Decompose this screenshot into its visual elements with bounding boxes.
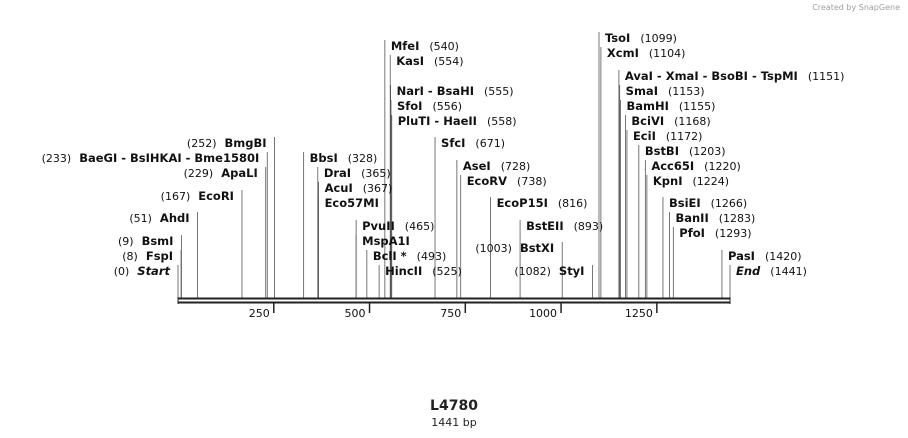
site-name[interactable]: BstBI — [645, 144, 679, 158]
site-name[interactable]: EcoRV — [467, 174, 507, 188]
site-position: (1151) — [808, 70, 845, 83]
site-name[interactable]: Start — [137, 264, 170, 278]
site-position: (1104) — [649, 47, 686, 60]
site-name[interactable]: BclI * — [373, 249, 407, 263]
site-position: (167) — [161, 190, 191, 203]
site-name[interactable]: MspA1I — [362, 234, 410, 248]
site-name[interactable]: SfcI — [441, 136, 465, 150]
site-position: (1420) — [765, 250, 802, 263]
site-position: (554) — [434, 55, 464, 68]
site-name[interactable]: End — [736, 264, 761, 278]
site-name[interactable]: DraI — [324, 166, 351, 180]
site-position: (1099) — [640, 32, 677, 45]
site-position: (1168) — [674, 115, 711, 128]
site-position: (1155) — [679, 100, 716, 113]
ruler-tick-label: 1000 — [529, 307, 557, 320]
site-position: (728) — [501, 160, 531, 173]
site-name[interactable]: TsoI — [605, 31, 630, 45]
map-length: 1441 bp — [431, 416, 477, 429]
site-name[interactable]: BmgBI — [225, 136, 267, 150]
site-position: (816) — [558, 197, 588, 210]
site-position: (365) — [361, 167, 391, 180]
site-name[interactable]: AvaI - XmaI - BsoBI - TspMI — [625, 69, 798, 83]
site-labels: Start (0) FspI (8) BsmI (9) AhdI (51) EcoRI (167)… — [42, 31, 845, 278]
site-name[interactable]: FspI — [146, 249, 173, 263]
site-name[interactable]: KasI — [396, 54, 424, 68]
site-name[interactable]: BanII — [675, 211, 708, 225]
site-name[interactable]: HincII — [385, 264, 422, 278]
site-position: (1220) — [704, 160, 741, 173]
site-name[interactable]: AcuI — [325, 181, 353, 195]
site-name[interactable]: BstXI — [520, 241, 554, 255]
ruler-tick-label: 750 — [440, 307, 461, 320]
site-name[interactable]: AseI — [463, 159, 491, 173]
site-position: (1441) — [770, 265, 807, 278]
site-name[interactable]: BaeGI - BsIHKAI - Bme1580I — [79, 151, 259, 165]
ruler-tick-label: 1250 — [625, 307, 653, 320]
sequence-backbone — [177, 297, 731, 304]
site-position: (1266) — [711, 197, 748, 210]
site-position: (367) — [363, 182, 393, 195]
site-name[interactable]: BciVI — [631, 114, 664, 128]
ruler-tick-label: 500 — [345, 307, 366, 320]
site-name[interactable]: AhdI — [160, 211, 190, 225]
site-position: (51) — [129, 212, 152, 225]
site-name[interactable]: Acc65I — [651, 159, 694, 173]
site-name[interactable]: MfeI — [391, 39, 420, 53]
site-position: (493) — [417, 250, 447, 263]
site-name[interactable]: SfoI — [397, 99, 422, 113]
ruler-tick-label: 250 — [249, 307, 270, 320]
site-name[interactable]: PvuII — [362, 219, 395, 233]
site-position: (1203) — [689, 145, 726, 158]
site-name[interactable]: SmaI — [626, 84, 658, 98]
site-position: (9) — [118, 235, 134, 248]
site-position: (525) — [432, 265, 462, 278]
site-position: (540) — [429, 40, 459, 53]
site-position: (229) — [184, 167, 214, 180]
site-name[interactable]: BsiEI — [669, 196, 701, 210]
site-position: (1082) — [514, 265, 551, 278]
site-name[interactable]: NarI - BsaHI — [397, 84, 474, 98]
site-name[interactable]: ApaLI — [221, 166, 258, 180]
site-name[interactable]: PluTI - HaeII — [398, 114, 477, 128]
site-position: (252) — [187, 137, 217, 150]
site-position: (556) — [432, 100, 462, 113]
site-name[interactable]: BstEII — [526, 219, 564, 233]
site-position: (738) — [517, 175, 547, 188]
site-name[interactable]: EcoP15I — [497, 196, 548, 210]
site-position: (1224) — [692, 175, 729, 188]
site-name[interactable]: BbsI — [310, 151, 338, 165]
site-position: (233) — [42, 152, 72, 165]
site-position: (328) — [348, 152, 378, 165]
site-name[interactable]: XcmI — [607, 46, 639, 60]
site-name[interactable]: PasI — [728, 249, 755, 263]
site-position: (1283) — [719, 212, 756, 225]
site-position: (671) — [475, 137, 505, 150]
site-position: (1293) — [715, 227, 752, 240]
site-name[interactable]: Eco57MI — [325, 196, 379, 210]
site-name[interactable]: BamHI — [626, 99, 668, 113]
site-position: (1153) — [668, 85, 705, 98]
site-leader-lines — [177, 32, 731, 298]
site-name[interactable]: PfoI — [679, 226, 705, 240]
site-name[interactable]: EcoRI — [198, 189, 234, 203]
site-position: (893) — [574, 220, 604, 233]
site-name[interactable]: StyI — [559, 264, 585, 278]
site-position: (558) — [487, 115, 517, 128]
site-position: (465) — [405, 220, 435, 233]
ruler-ticks: 250 500 750 1000 1250 — [249, 303, 658, 320]
site-position: (1172) — [666, 130, 703, 143]
site-position: (1003) — [475, 242, 512, 255]
snapgene-credit: Created by SnapGene — [812, 3, 900, 12]
site-position: (8) — [122, 250, 138, 263]
site-name[interactable]: BsmI — [142, 234, 174, 248]
map-name: L4780 — [430, 398, 478, 414]
site-name[interactable]: EciI — [633, 129, 656, 143]
site-position: (0) — [114, 265, 130, 278]
site-name[interactable]: KpnI — [653, 174, 683, 188]
site-position: (555) — [484, 85, 514, 98]
